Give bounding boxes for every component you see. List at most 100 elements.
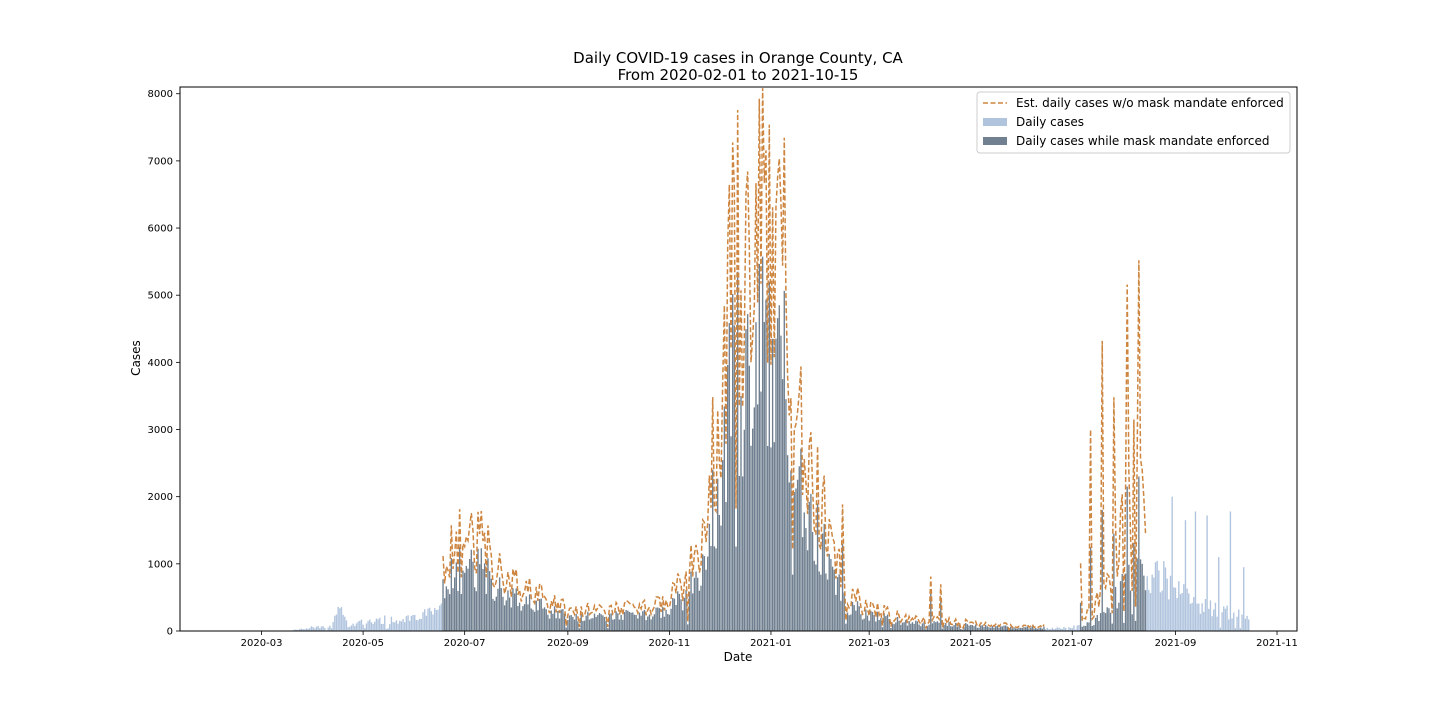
mandate-case-bar bbox=[570, 615, 572, 631]
daily-case-bar bbox=[409, 620, 411, 631]
mandate-case-bar bbox=[1124, 573, 1127, 631]
mandate-case-bar bbox=[545, 609, 547, 631]
mandate-case-bar bbox=[490, 578, 492, 631]
mandate-case-bar bbox=[736, 271, 739, 631]
chart-subtitle: From 2020-02-01 to 2021-10-15 bbox=[618, 66, 859, 84]
daily-case-bar bbox=[1076, 625, 1078, 631]
mandate-case-bar bbox=[830, 559, 832, 631]
mandate-case-bar bbox=[1043, 626, 1045, 631]
mandate-case-bar bbox=[642, 611, 644, 631]
daily-case-bar bbox=[1174, 587, 1177, 631]
estimate-line-group bbox=[442, 88, 1147, 633]
mandate-case-bar bbox=[840, 600, 842, 631]
mandate-case-bar bbox=[935, 622, 937, 631]
mandate-case-bar bbox=[901, 622, 904, 631]
daily-case-bar bbox=[1151, 574, 1153, 631]
mandate-case-bar bbox=[1126, 486, 1128, 631]
mandate-case-bar bbox=[1114, 586, 1117, 631]
mandate-case-bar bbox=[831, 566, 834, 631]
daily-case-bar bbox=[332, 622, 334, 631]
mandate-case-bar bbox=[548, 618, 551, 631]
mandate-case-bar bbox=[1023, 626, 1025, 631]
mandate-case-bar bbox=[1123, 622, 1125, 631]
daily-case-bar bbox=[1228, 619, 1230, 631]
mandate-case-bar bbox=[492, 598, 494, 631]
mandate-case-bar bbox=[585, 615, 587, 631]
mandate-case-bar bbox=[693, 577, 696, 631]
mandate-case-bar bbox=[488, 571, 491, 631]
mandate-case-bar bbox=[1019, 627, 1022, 631]
mandate-case-bar bbox=[805, 528, 807, 631]
mandate-case-bar bbox=[485, 593, 487, 631]
daily-case-bar bbox=[1239, 628, 1242, 631]
mandate-case-bar bbox=[587, 611, 589, 631]
mandate-case-bar bbox=[861, 619, 864, 631]
daily-case-bar bbox=[1051, 627, 1053, 631]
mandate-case-bar bbox=[487, 558, 489, 631]
mandate-case-bar bbox=[961, 629, 964, 631]
mandate-case-bar bbox=[958, 624, 960, 631]
daily-case-bar bbox=[410, 615, 413, 631]
mandate-case-bar bbox=[583, 620, 586, 631]
mandate-case-bar bbox=[672, 597, 674, 631]
mandate-case-bar bbox=[510, 607, 512, 631]
mandate-case-bar bbox=[766, 446, 769, 631]
mandate-case-bar bbox=[1096, 614, 1098, 631]
x-axis-label: Date bbox=[724, 650, 753, 664]
daily-case-bar bbox=[310, 626, 313, 631]
mandate-case-bar bbox=[477, 548, 479, 631]
daily-case-bar bbox=[1204, 599, 1207, 631]
y-tick-label: 8000 bbox=[148, 89, 173, 100]
daily-case-bar bbox=[432, 614, 434, 631]
mandate-case-bar bbox=[590, 618, 592, 631]
mandate-case-bar bbox=[567, 619, 569, 631]
mandate-case-bar bbox=[580, 614, 582, 631]
daily-case-bar bbox=[295, 629, 298, 631]
y-tick-label: 3000 bbox=[148, 425, 173, 436]
y-tick-label: 2000 bbox=[148, 492, 173, 503]
daily-case-bar bbox=[364, 628, 366, 631]
mandate-case-bar bbox=[650, 619, 652, 631]
mandate-case-bar bbox=[740, 396, 742, 631]
mandate-case-bar bbox=[657, 607, 659, 631]
mandate-case-bar bbox=[575, 613, 577, 631]
daily-case-bar bbox=[1064, 627, 1067, 631]
mandate-case-bar bbox=[991, 626, 994, 631]
mandate-case-bar bbox=[678, 593, 681, 631]
mandate-case-bar bbox=[530, 608, 532, 631]
mandate-case-bar bbox=[975, 624, 977, 631]
mandate-case-bar bbox=[562, 609, 564, 631]
daily-case-bar bbox=[330, 628, 333, 631]
daily-case-bar bbox=[412, 614, 414, 631]
daily-case-bar bbox=[422, 612, 424, 631]
y-tick-label: 0 bbox=[167, 627, 173, 638]
mandate-case-bar bbox=[1036, 628, 1038, 631]
x-tick-label: 2020-11 bbox=[649, 638, 691, 649]
mandate-case-bar bbox=[931, 623, 934, 631]
mandate-case-bar bbox=[683, 597, 686, 631]
mandate-case-bar bbox=[1119, 581, 1122, 631]
mandate-case-bar bbox=[938, 622, 940, 631]
mandate-case-bar bbox=[553, 606, 556, 631]
mandate-case-bar bbox=[873, 615, 875, 631]
mandate-case-bar bbox=[635, 614, 637, 631]
mandate-case-bar bbox=[1121, 574, 1123, 631]
mandate-case-bar bbox=[1118, 602, 1120, 631]
daily-case-bar bbox=[424, 609, 426, 631]
daily-case-bar bbox=[1189, 603, 1192, 631]
daily-case-bar bbox=[1201, 603, 1203, 631]
mandate-case-bar bbox=[623, 612, 626, 631]
daily-case-bar bbox=[435, 610, 438, 631]
mandate-case-bar bbox=[717, 478, 719, 631]
mandate-case-bar bbox=[670, 608, 672, 631]
daily-case-bar bbox=[309, 627, 311, 631]
mandate-case-bar bbox=[475, 591, 477, 631]
mandate-case-bar bbox=[1111, 623, 1113, 631]
mandate-case-bar bbox=[781, 379, 784, 631]
mandate-case-bar bbox=[1029, 627, 1032, 631]
x-tick-label: 2021-05 bbox=[950, 638, 992, 649]
mandate-case-bar bbox=[550, 610, 552, 631]
mandate-case-bar bbox=[946, 625, 949, 631]
daily-case-bar bbox=[1183, 584, 1185, 631]
daily-case-bar bbox=[1211, 616, 1213, 631]
